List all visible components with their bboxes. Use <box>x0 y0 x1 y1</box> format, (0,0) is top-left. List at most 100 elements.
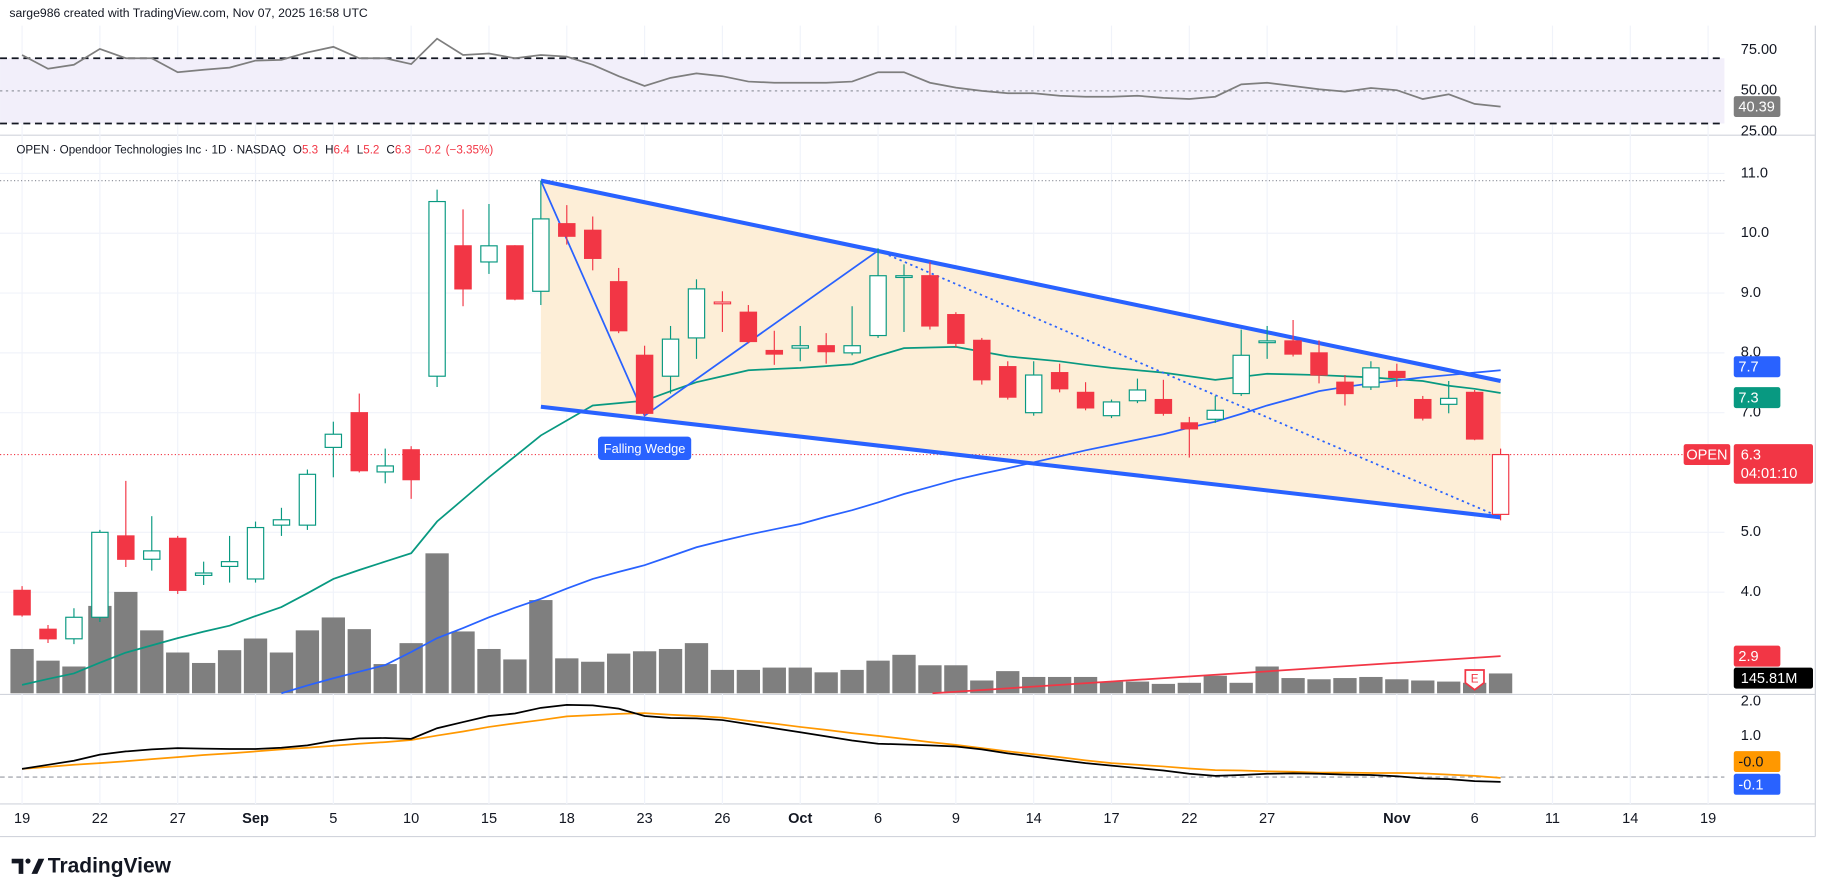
rsi-tick-label: 50.00 <box>1741 83 1777 99</box>
x-tick-label: 26 <box>714 811 730 827</box>
volume-bar <box>399 643 423 694</box>
candle-body <box>1310 352 1328 376</box>
candle-body <box>1439 397 1458 405</box>
candle-body <box>661 338 680 377</box>
macd-pane <box>0 704 1725 783</box>
volume-bar <box>658 648 683 694</box>
volume-bar <box>632 651 657 694</box>
candle-body <box>1102 401 1121 417</box>
volume-bar <box>555 658 579 694</box>
candle-body <box>713 301 732 305</box>
volume-bar <box>1307 679 1331 694</box>
x-tick-label: 9 <box>952 811 960 827</box>
volume-bar <box>321 617 345 694</box>
volume-bar <box>814 672 838 694</box>
logo: TradingView <box>11 854 172 877</box>
volume-bar <box>1281 678 1305 694</box>
volume-bar <box>295 630 320 694</box>
volume-bar <box>1177 682 1201 694</box>
candle-body <box>350 412 369 472</box>
candle-body <box>1128 389 1147 402</box>
volume-bar <box>1488 673 1513 694</box>
legend-item: O <box>293 143 302 156</box>
candle-body <box>1076 391 1095 409</box>
volume-bar <box>944 665 968 694</box>
x-tick-label: 19 <box>14 811 30 827</box>
candle-body <box>454 245 472 290</box>
candle-body <box>1388 370 1406 378</box>
price-pane: Falling Wedge E <box>0 178 1725 695</box>
logo-icon <box>25 858 31 864</box>
volume-bar <box>269 652 294 694</box>
legend-item: −0.2 <box>418 143 441 156</box>
candle-body <box>532 218 550 292</box>
price-tag-label: 7.7 <box>1738 360 1758 376</box>
wedge-upper <box>540 178 1502 383</box>
price-tag-label: 6.3 <box>1741 448 1761 464</box>
volume-tag-label: 145.81M <box>1741 671 1798 687</box>
wedge-label: Falling Wedge <box>604 441 686 456</box>
volume-bar <box>788 667 812 694</box>
price-tag <box>1733 356 1781 378</box>
logo-icon <box>11 858 45 874</box>
legend-item: L <box>357 143 364 156</box>
wedge-projection <box>877 249 1501 519</box>
volume-bar <box>1022 676 1046 694</box>
legend-item: 5.2 <box>363 143 379 156</box>
x-tick-label: 19 <box>1700 811 1716 827</box>
price-tag <box>1733 96 1781 118</box>
candle-body <box>1050 372 1069 390</box>
volume-bar <box>866 660 890 694</box>
candle-body <box>143 550 161 560</box>
candle-body <box>869 275 887 337</box>
wedge-lower <box>540 404 1501 520</box>
candle-body <box>1024 374 1043 414</box>
x-tick-label: 22 <box>1181 811 1197 827</box>
x-tick-label: 5 <box>329 811 337 827</box>
volume-bar <box>451 631 475 694</box>
candle-body <box>1284 340 1302 355</box>
countdown: 04:01:10 <box>1741 466 1798 482</box>
volume-bar <box>36 660 60 694</box>
x-tick-label: 6 <box>1471 811 1479 827</box>
candle-body <box>298 473 317 526</box>
legend: OPEN · Opendoor Technologies Inc · 1D · … <box>16 143 493 156</box>
volume-bar <box>1385 679 1409 694</box>
candle-body <box>1362 367 1380 388</box>
x-tick-label: 14 <box>1622 811 1638 827</box>
candle-body <box>1491 453 1510 515</box>
volume-bar <box>1359 676 1383 694</box>
price-tag-label: 7.3 <box>1738 391 1758 407</box>
earnings-marker <box>1464 669 1485 691</box>
candle-body <box>1206 409 1225 420</box>
volume-bar <box>140 630 164 694</box>
wedge-label-box <box>597 436 692 460</box>
price-tag <box>1733 444 1813 484</box>
rsi-tick-label: 25.00 <box>1741 124 1777 140</box>
legend-item: C <box>386 143 394 156</box>
candle-body <box>65 616 83 640</box>
volume-bar <box>607 653 631 694</box>
volume-bar <box>114 591 138 694</box>
y-tick-label: 4.0 <box>1741 584 1761 600</box>
volume-bar <box>736 669 761 694</box>
volume-bar <box>1125 681 1150 694</box>
candle-body <box>13 589 31 616</box>
volume-bar <box>373 664 397 694</box>
x-tick-label: 11 <box>1545 811 1560 827</box>
rsi-tick-label: 75.00 <box>1741 42 1777 58</box>
candle-body <box>324 433 343 448</box>
legend-item: 5.3 <box>302 143 318 156</box>
volume-bar <box>529 600 553 694</box>
volume-bar <box>347 629 371 694</box>
candle-body <box>480 245 498 263</box>
legend-item: 6.4 <box>334 143 351 156</box>
candle-body <box>246 526 265 580</box>
price-tag <box>1733 387 1781 409</box>
signal-line <box>21 712 1501 779</box>
volume-bar <box>166 652 190 694</box>
candle-body <box>635 354 654 414</box>
header: sarge986 created with TradingView.com, N… <box>9 6 368 20</box>
earnings-label: E <box>1471 672 1479 685</box>
